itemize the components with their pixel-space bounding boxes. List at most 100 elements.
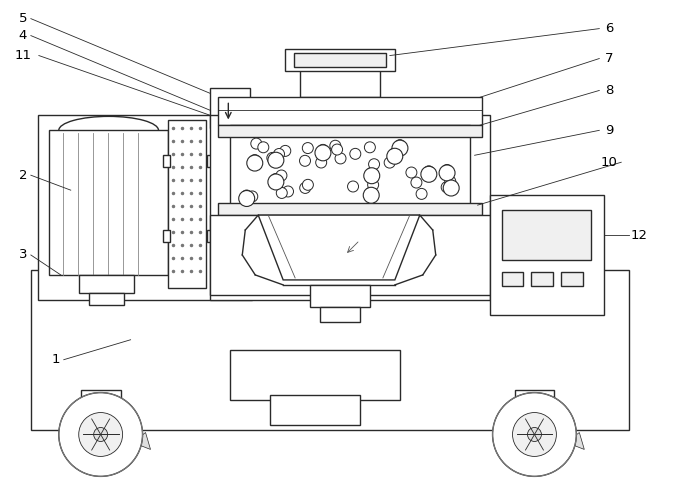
Text: 2: 2 (18, 168, 27, 181)
Bar (218, 203, 481, 215)
Circle shape (387, 148, 403, 164)
Bar (210, 116, 490, 300)
Circle shape (270, 152, 282, 162)
Bar (310, 285, 370, 307)
Circle shape (348, 181, 359, 192)
Polygon shape (258, 215, 420, 280)
Bar (218, 126, 481, 138)
Circle shape (59, 392, 143, 476)
Text: 8: 8 (605, 84, 613, 97)
Text: 9: 9 (605, 124, 613, 137)
Bar (531, 272, 553, 286)
Bar (490, 195, 604, 315)
Circle shape (241, 190, 252, 201)
Circle shape (439, 165, 455, 181)
Circle shape (299, 156, 310, 166)
Text: 3: 3 (18, 248, 27, 262)
Circle shape (389, 148, 400, 158)
Bar (514, 390, 554, 411)
Bar (168, 120, 207, 288)
Circle shape (384, 157, 395, 168)
Bar (501, 210, 591, 260)
Text: 11: 11 (14, 49, 31, 62)
Bar (285, 48, 395, 70)
Circle shape (492, 392, 576, 476)
Polygon shape (566, 432, 584, 450)
Bar (89, 293, 123, 305)
Polygon shape (132, 432, 151, 450)
Circle shape (331, 144, 342, 155)
Bar (210, 215, 490, 295)
Circle shape (258, 142, 269, 153)
Text: 12: 12 (631, 228, 648, 241)
Bar (501, 272, 524, 286)
Circle shape (276, 188, 287, 198)
Circle shape (299, 182, 311, 194)
Bar (210, 88, 250, 128)
Circle shape (411, 177, 422, 188)
Circle shape (366, 187, 376, 198)
Circle shape (443, 180, 459, 196)
Circle shape (335, 153, 346, 164)
Circle shape (239, 190, 254, 206)
Circle shape (267, 152, 278, 164)
Bar (207, 156, 214, 167)
Bar (164, 230, 170, 242)
Bar (49, 130, 168, 275)
Text: 1: 1 (52, 353, 60, 366)
Circle shape (317, 144, 329, 156)
Circle shape (392, 140, 408, 156)
Circle shape (78, 412, 123, 457)
Circle shape (406, 167, 417, 178)
Circle shape (250, 154, 261, 166)
Circle shape (273, 148, 284, 160)
Circle shape (251, 138, 262, 149)
Circle shape (424, 166, 434, 177)
Bar (270, 394, 360, 424)
Circle shape (316, 157, 327, 168)
Text: 10: 10 (601, 156, 618, 168)
Text: 6: 6 (605, 22, 613, 35)
Circle shape (364, 168, 380, 184)
Circle shape (368, 158, 380, 170)
Circle shape (247, 191, 258, 202)
Circle shape (268, 152, 284, 168)
Circle shape (366, 168, 377, 178)
Bar (300, 66, 380, 98)
Bar (207, 230, 214, 242)
Circle shape (276, 170, 287, 181)
Circle shape (421, 166, 437, 182)
Circle shape (445, 176, 456, 187)
Circle shape (364, 188, 379, 203)
Bar (231, 350, 400, 400)
Bar (218, 98, 481, 126)
Circle shape (512, 412, 557, 457)
Bar (231, 126, 470, 215)
Bar (522, 412, 546, 426)
Bar (561, 272, 583, 286)
Text: 5: 5 (18, 12, 27, 25)
Text: 4: 4 (18, 29, 27, 42)
Circle shape (93, 428, 108, 442)
Circle shape (394, 140, 405, 150)
Circle shape (368, 180, 379, 190)
Circle shape (302, 180, 313, 190)
Bar (89, 412, 113, 426)
Bar (80, 390, 121, 411)
Circle shape (315, 145, 331, 161)
Circle shape (247, 155, 263, 171)
Circle shape (364, 142, 375, 153)
Circle shape (446, 180, 457, 190)
Circle shape (270, 174, 282, 184)
Circle shape (441, 164, 453, 175)
Circle shape (441, 182, 452, 192)
Circle shape (282, 186, 293, 197)
Circle shape (268, 174, 284, 190)
Bar (294, 52, 386, 66)
Bar (164, 156, 170, 167)
Circle shape (350, 148, 361, 160)
Text: 7: 7 (605, 52, 614, 65)
Circle shape (330, 140, 341, 151)
Circle shape (416, 188, 427, 200)
Bar (31, 270, 629, 430)
